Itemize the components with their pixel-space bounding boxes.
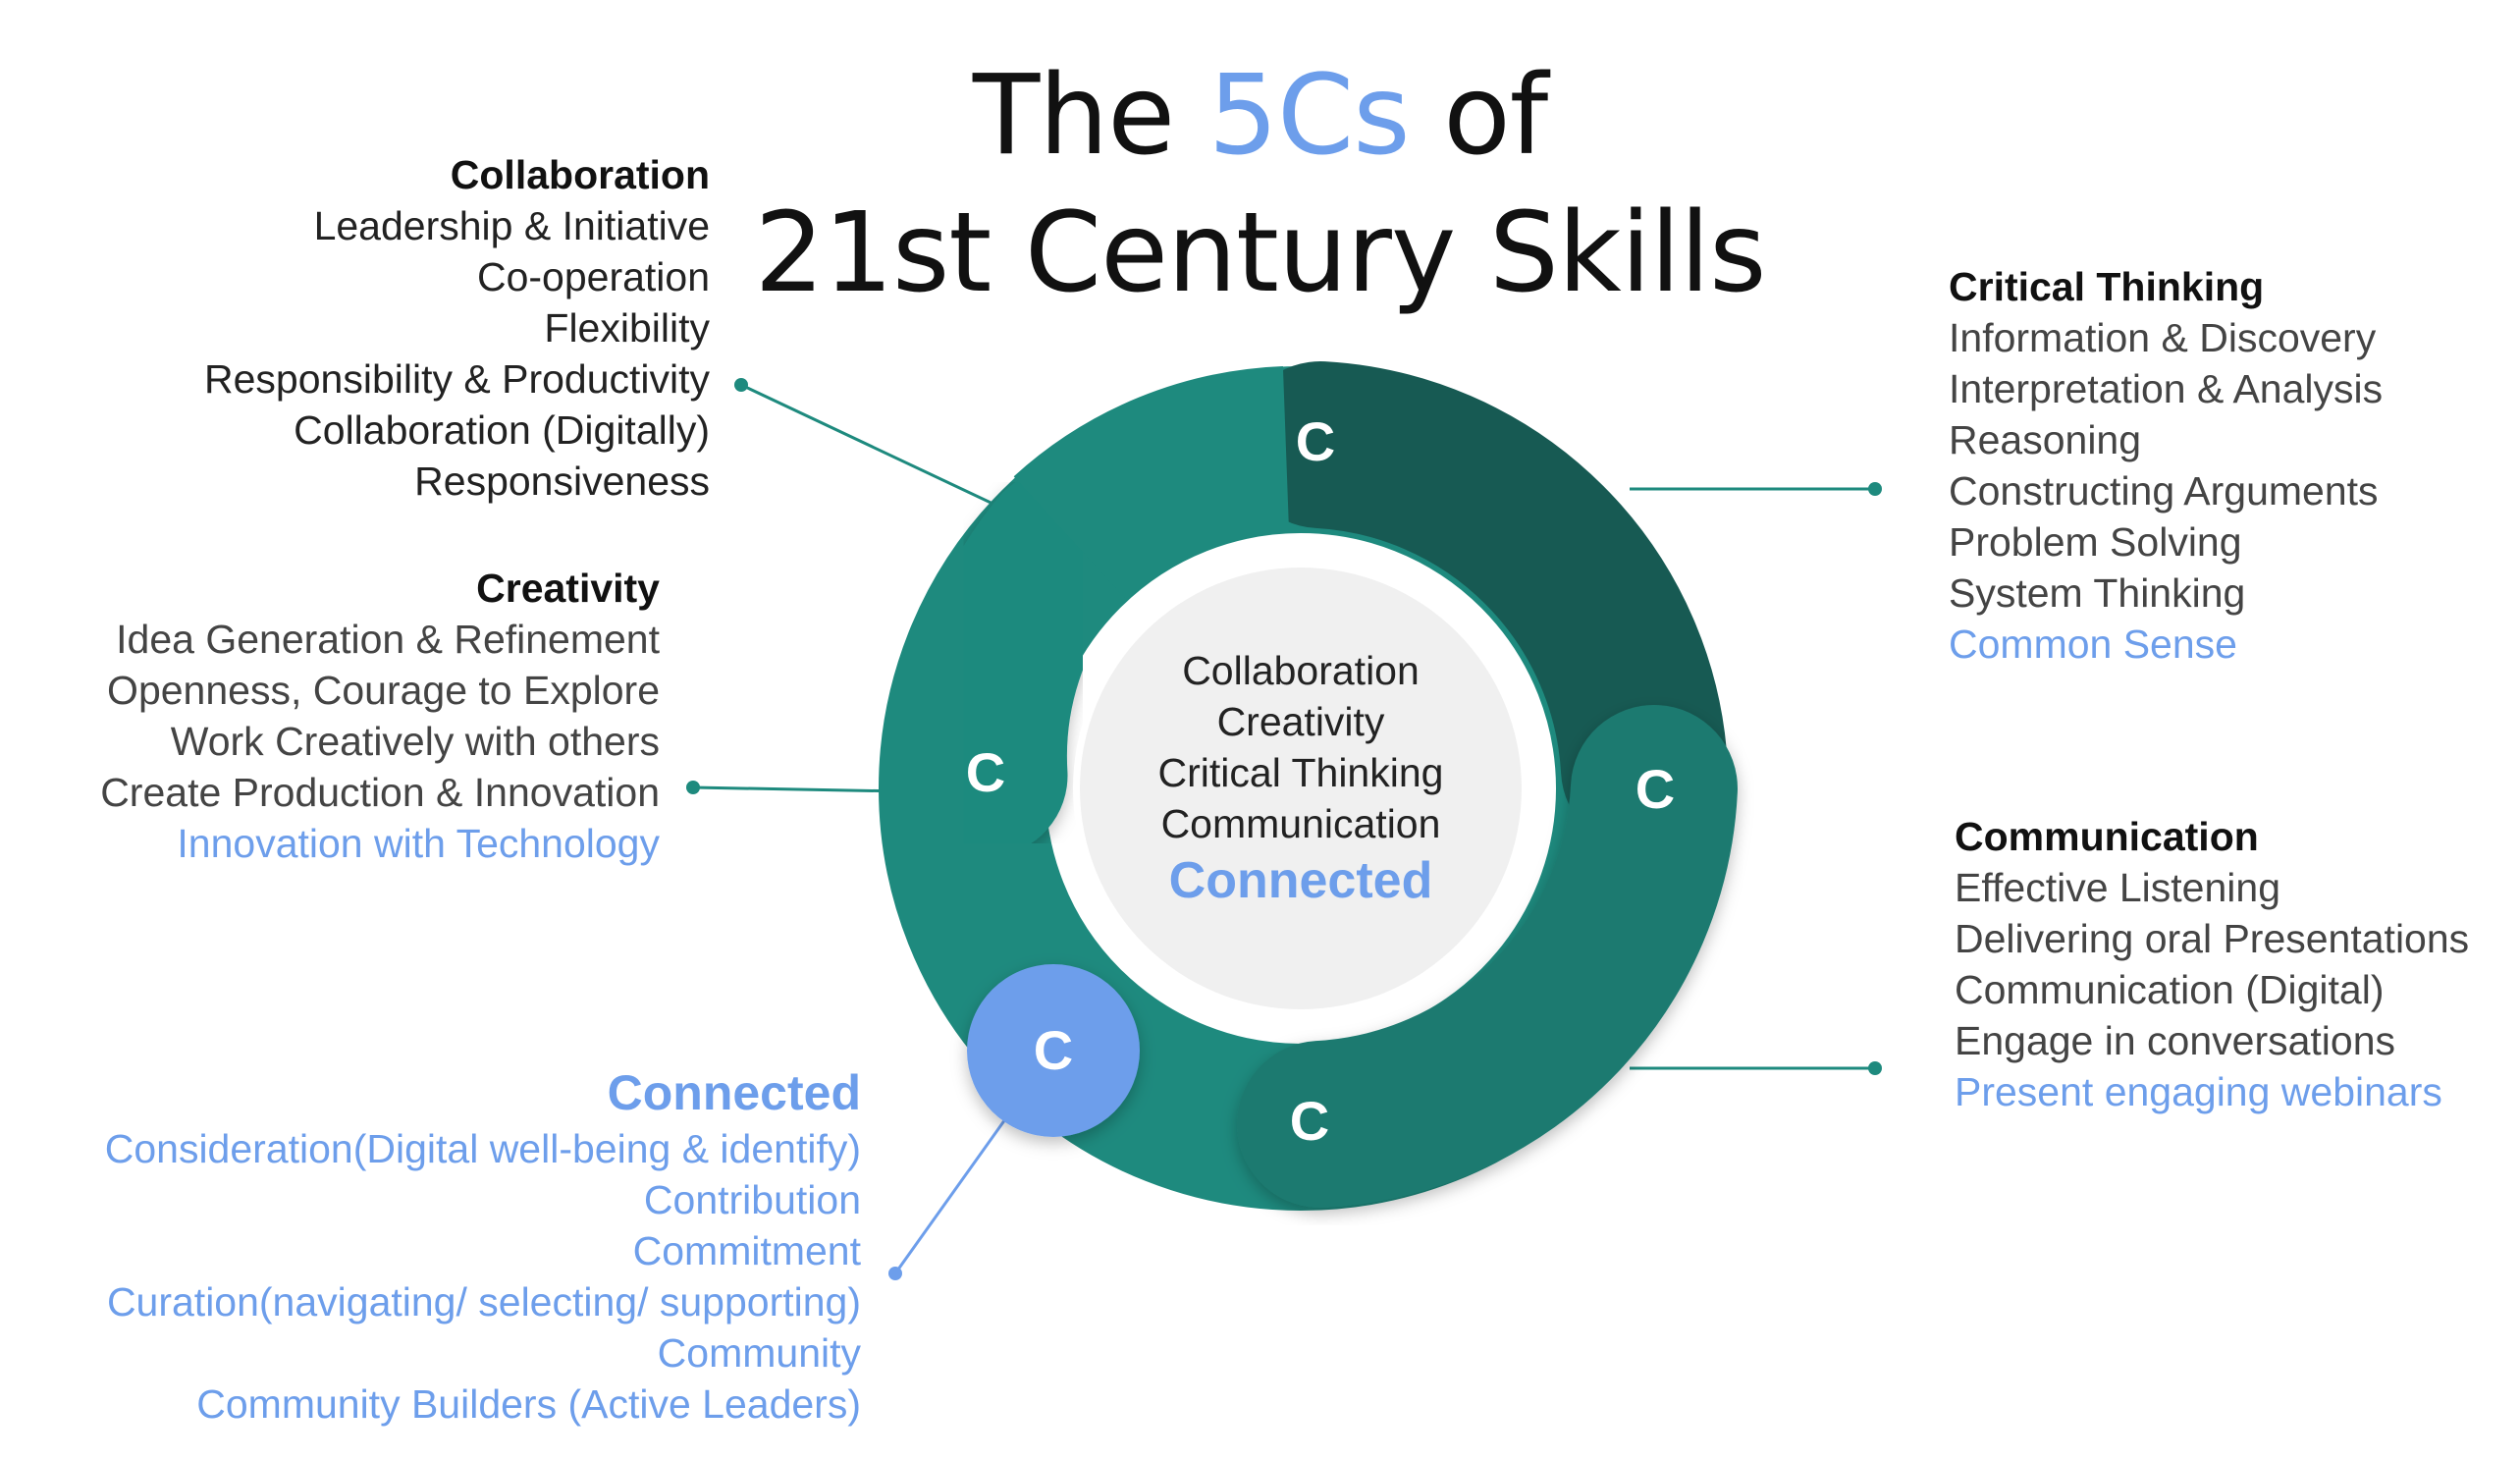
- center-circle: [1080, 568, 1522, 1009]
- dot-collaboration: [734, 378, 748, 392]
- collaboration-item: Co-operation: [476, 254, 710, 299]
- center-summary: Collaboration Creativity Critical Thinki…: [1055, 645, 1546, 912]
- creativity-item: Openness, Courage to Explore: [107, 668, 660, 713]
- connected-item: Community Builders (Active Leaders): [196, 1381, 861, 1427]
- critical-thinking-item: Constructing Arguments: [1949, 468, 2379, 514]
- collaboration-block: Collaboration Leadership & Initiative Co…: [204, 149, 710, 507]
- page-title: The 5Cs of 21st Century Skills: [0, 47, 2520, 322]
- center-item: Creativity: [1216, 699, 1385, 744]
- ring-segment-collaboration: [1013, 366, 1291, 601]
- critical-thinking-highlight: Common Sense: [1949, 622, 2237, 667]
- connected-node: [967, 964, 1140, 1137]
- connector-connected: [893, 1118, 1007, 1274]
- creativity-item: Create Production & Innovation: [100, 770, 660, 815]
- critical-thinking-block: Critical Thinking Information & Discover…: [1949, 261, 2383, 670]
- dot-connected: [888, 1267, 902, 1280]
- ring-label-creativity: C: [965, 741, 1006, 803]
- connected-item: Consideration(Digital well-being & ident…: [104, 1126, 861, 1171]
- collaboration-heading: Collaboration: [450, 152, 710, 197]
- center-item: Collaboration: [1182, 648, 1420, 693]
- critical-thinking-item: Problem Solving: [1949, 519, 2242, 565]
- title-the: The: [972, 52, 1175, 180]
- communication-heading: Communication: [1955, 814, 2259, 859]
- communication-item: Effective Listening: [1955, 865, 2281, 910]
- ring-label-communication: C: [1289, 1090, 1330, 1152]
- title-line-1: The 5Cs of: [0, 47, 2520, 185]
- ring-label-critical-thinking: C: [1635, 758, 1676, 820]
- collaboration-item: Flexibility: [544, 305, 710, 351]
- connected-item: Contribution: [643, 1177, 861, 1222]
- creativity-heading: Creativity: [476, 566, 660, 611]
- title-line-2: 21st Century Skills: [754, 189, 1767, 317]
- ring-segment-critical-thinking: [1237, 361, 1728, 852]
- connector-lines: [692, 383, 1875, 1070]
- dot-communication: [1868, 1061, 1882, 1075]
- collaboration-item: Responsibility & Productivity: [204, 356, 710, 402]
- communication-block: Communication Effective Listening Delive…: [1955, 811, 2469, 1117]
- connected-heading: Connected: [607, 1065, 861, 1120]
- critical-thinking-item: Information & Discovery: [1949, 315, 2377, 360]
- ring-segment-communication: [1237, 705, 1738, 1208]
- critical-thinking-heading: Critical Thinking: [1949, 264, 2265, 309]
- dot-creativity: [686, 781, 700, 794]
- connector-creativity: [692, 785, 904, 793]
- connector-collaboration: [740, 383, 1004, 511]
- ring-segment-creativity: [904, 468, 1142, 857]
- critical-thinking-item: Reasoning: [1949, 417, 2142, 462]
- collaboration-item: Collaboration (Digitally): [294, 407, 710, 453]
- collaboration-item: Responsiveness: [414, 459, 710, 504]
- communication-item: Communication (Digital): [1955, 967, 2385, 1012]
- title-of: of: [1443, 52, 1548, 180]
- creativity-block: Creativity Idea Generation & Refinement …: [100, 563, 660, 869]
- creativity-item: Idea Generation & Refinement: [116, 617, 660, 662]
- center-highlight: Connected: [1168, 852, 1433, 909]
- center-item: Communication: [1160, 801, 1441, 846]
- ring-label-connected: C: [1033, 1019, 1074, 1081]
- critical-thinking-item: Interpretation & Analysis: [1949, 366, 2384, 411]
- creativity-highlight: Innovation with Technology: [177, 821, 660, 866]
- connected-item: Curation(navigating/ selecting/ supporti…: [106, 1279, 861, 1325]
- critical-thinking-item: System Thinking: [1949, 570, 2246, 616]
- communication-item: Engage in conversations: [1955, 1018, 2396, 1063]
- connected-block: Connected Consideration(Digital well-bei…: [105, 1062, 861, 1430]
- ring-label-collaboration: C: [1295, 410, 1336, 472]
- communication-item: Delivering oral Presentations: [1955, 916, 2470, 961]
- dot-critical-thinking: [1868, 482, 1882, 496]
- creativity-item: Work Creatively with others: [170, 719, 660, 764]
- title-5cs: 5Cs: [1207, 52, 1411, 180]
- communication-highlight: Present engaging webinars: [1955, 1069, 2442, 1114]
- collaboration-item: Leadership & Initiative: [313, 203, 710, 248]
- connected-item: Community: [657, 1330, 861, 1376]
- connected-item: Commitment: [632, 1228, 861, 1273]
- center-item: Critical Thinking: [1157, 750, 1444, 795]
